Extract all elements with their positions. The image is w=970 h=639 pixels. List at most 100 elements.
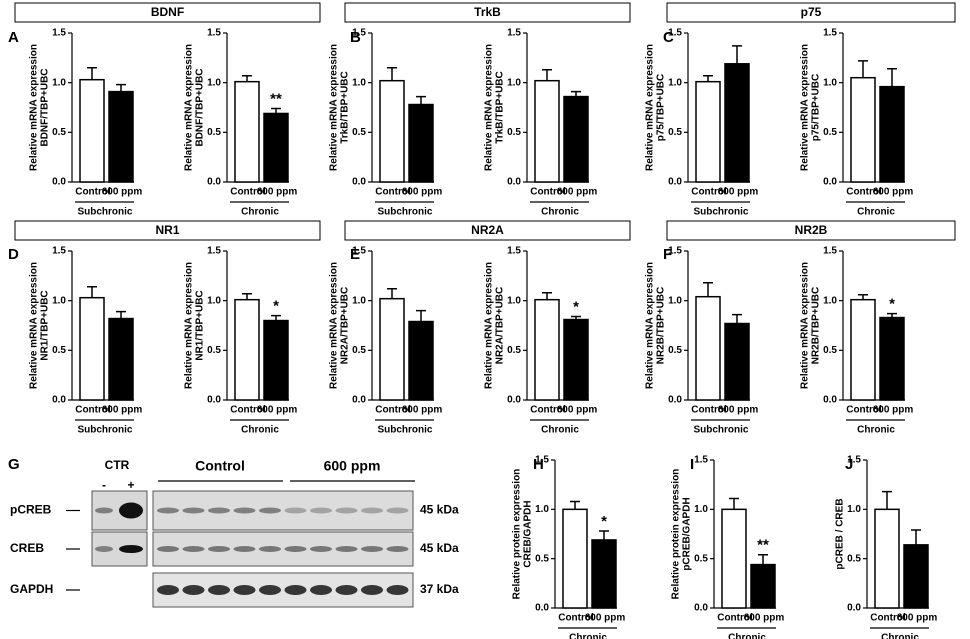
- y-tick-label: 1.0: [352, 295, 366, 306]
- y-tick-label: 1.0: [52, 295, 66, 306]
- bar: [695, 80, 721, 183]
- bar: [591, 539, 617, 609]
- y-axis-label: Relative mRNA expression: [800, 262, 811, 389]
- y-axis-label: Relative mRNA expression: [329, 44, 340, 171]
- error-bar: [882, 490, 892, 510]
- blot-band: [119, 545, 143, 553]
- error-bar: [729, 497, 739, 510]
- blot-band: [310, 546, 332, 552]
- bar: [695, 295, 721, 401]
- x-tick-label: 600 ppm: [402, 187, 443, 198]
- y-axis-label: TrkB/TBP+UBC: [495, 71, 506, 144]
- y-tick-label: 1.0: [535, 504, 549, 515]
- y-tick-label: 1.0: [694, 504, 708, 515]
- blot-band: [335, 585, 358, 595]
- blot-band: [361, 546, 383, 552]
- blot-band: [208, 585, 230, 595]
- blot-band: [310, 585, 332, 595]
- blot-ctr-lane: +: [127, 478, 134, 492]
- y-tick-label: 1.5: [668, 246, 682, 257]
- header-title: NR1: [155, 223, 179, 237]
- error-bar: [703, 74, 713, 82]
- error-bar: [570, 500, 580, 510]
- x-tick-label: 600 ppm: [718, 405, 759, 416]
- error-bar: [242, 74, 252, 82]
- x-tick-label: Control: [375, 405, 411, 416]
- y-axis-label: Relative protein expression: [671, 469, 682, 600]
- blot-band: [284, 546, 307, 552]
- y-axis-label: BDNF/TBP+UBC: [195, 68, 206, 146]
- y-tick-label: 0.5: [823, 345, 837, 356]
- group-label: Subchronic: [77, 207, 132, 218]
- panel-letter: E: [350, 246, 360, 263]
- header-title: BDNF: [151, 5, 184, 19]
- y-tick-label: 0.5: [847, 553, 861, 564]
- y-tick-label: 1.0: [823, 77, 837, 88]
- x-tick-label: Control: [717, 613, 753, 624]
- x-tick-label: 600 ppm: [873, 405, 914, 416]
- y-tick-label: 0.5: [823, 127, 837, 138]
- y-tick-label: 1.5: [352, 28, 366, 39]
- y-tick-label: 0.5: [668, 345, 682, 356]
- error-bar: [858, 293, 868, 300]
- error-bar: [271, 107, 281, 114]
- y-tick-label: 0.5: [507, 345, 521, 356]
- bar: [724, 322, 750, 401]
- y-tick-label: 1.5: [207, 28, 221, 39]
- blot-band: [233, 507, 256, 514]
- y-tick-label: 0.5: [668, 127, 682, 138]
- group-label: Chronic: [569, 633, 607, 639]
- panel-letter: A: [8, 29, 19, 46]
- blot-band: [157, 507, 179, 514]
- group-label: Chronic: [541, 207, 579, 218]
- blot-ctr-lane: -: [102, 478, 106, 492]
- error-bar: [911, 529, 921, 545]
- y-tick-label: 1.0: [668, 77, 682, 88]
- significance: *: [601, 513, 607, 530]
- header-box: [14, 220, 321, 241]
- x-tick-label: Control: [530, 187, 566, 198]
- blot-band: [95, 546, 113, 552]
- y-tick-label: 0.0: [535, 603, 549, 614]
- y-axis-label: Relative mRNA expression: [645, 44, 656, 171]
- bar: [903, 544, 929, 609]
- significance: **: [757, 537, 769, 554]
- blot-band: [284, 507, 307, 514]
- y-tick-label: 1.5: [823, 246, 837, 257]
- y-tick-label: 1.5: [694, 455, 708, 466]
- y-tick-label: 1.5: [823, 28, 837, 39]
- bar: [850, 76, 876, 183]
- error-bar: [542, 69, 552, 81]
- bar: [850, 298, 876, 401]
- header-box: [344, 220, 631, 241]
- error-bar: [116, 310, 126, 319]
- bar: [263, 319, 289, 401]
- blot-band: [208, 546, 230, 552]
- header-box: [344, 2, 631, 23]
- y-axis-label: NR2A/TBP+UBC: [340, 287, 351, 365]
- blot-band: [361, 507, 383, 514]
- y-axis-label: Relative mRNA expression: [484, 44, 495, 171]
- y-axis-label: BDNF/TBP+UBC: [40, 68, 51, 146]
- y-axis-label: TrkB/TBP+UBC: [340, 71, 351, 144]
- error-bar: [116, 83, 126, 92]
- significance: **: [270, 90, 282, 107]
- y-axis-label: Relative mRNA expression: [29, 262, 40, 389]
- error-bar: [858, 60, 868, 78]
- y-axis-label: NR1/TBP+UBC: [195, 290, 206, 360]
- x-tick-label: Control: [691, 187, 727, 198]
- y-tick-label: 1.5: [668, 28, 682, 39]
- y-tick-label: 1.0: [668, 295, 682, 306]
- bar: [724, 63, 750, 183]
- bar: [234, 80, 260, 183]
- error-bar: [416, 309, 426, 322]
- bar: [879, 316, 905, 401]
- y-axis-label: pCREB / CREB: [835, 498, 846, 569]
- y-tick-label: 0.0: [668, 395, 682, 406]
- group-label: Chronic: [241, 425, 279, 436]
- y-axis-label: pCREB/GAPDH: [682, 497, 693, 570]
- y-tick-label: 0.5: [52, 127, 66, 138]
- y-tick-label: 1.0: [823, 295, 837, 306]
- y-tick-label: 0.0: [507, 395, 521, 406]
- panel-letter: I: [690, 456, 694, 473]
